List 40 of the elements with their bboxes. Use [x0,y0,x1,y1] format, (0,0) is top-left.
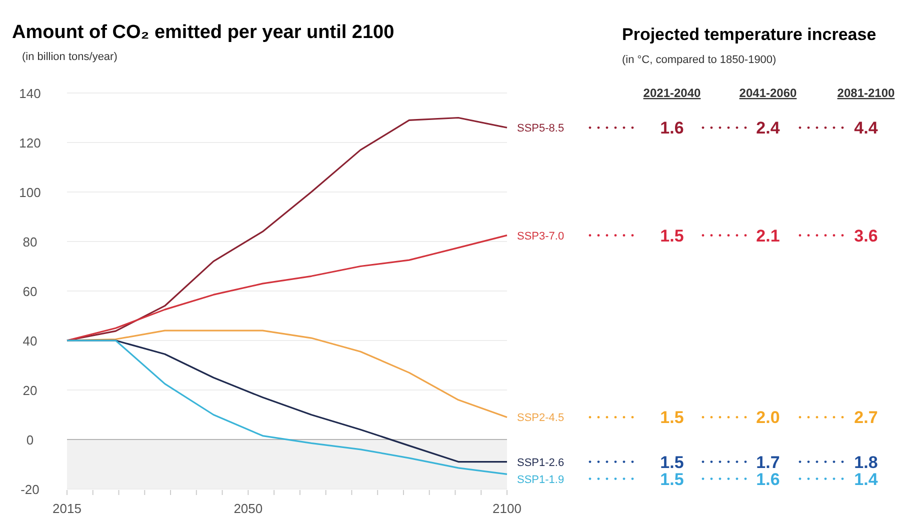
text: 1.4 [854,470,878,489]
y-tick-label: -20 [20,482,40,497]
y-tick-label: 60 [22,284,38,299]
text: 1.6 [756,470,780,489]
text: 2.7 [854,408,878,428]
series-label: SSP5-8.5 [517,122,564,135]
chart-title: Amount of CO₂ emitted per year until 2100 [12,22,394,43]
category-label: 2041-2060 [739,86,798,100]
y-tick-label: 120 [19,136,41,150]
category-label: 2021-2040 [643,86,702,100]
series-label: SSP3-7.0 [517,230,564,242]
y-tick-label: 100 [19,185,41,200]
text: 2.0 [756,408,780,428]
text: 1.5 [660,452,684,472]
text: Projected temperature increase [622,25,876,44]
text: 1.5 [660,408,684,428]
text: 1.6 [660,118,684,138]
chart-subtitle: (in billion tons/year) [22,51,118,63]
text: 3.6 [854,226,878,246]
category-label: 2081-2100 [837,86,896,100]
text: (in °C, compared to 1850-1900) [622,54,776,66]
line-series [66,234,508,342]
x-tick-label: 2015 [52,501,82,516]
x-tick-label: 2100 [492,501,522,516]
x-tick-label: 2050 [234,501,263,516]
y-tick-label: 140 [19,86,41,101]
y-tick-label: 0 [26,432,34,448]
text: 1.5 [660,226,684,246]
series-label: SSP1-2.6 [517,456,564,469]
text: 4.4 [854,118,878,138]
y-tick-label: 40 [22,334,38,348]
y-tick-label: 20 [22,383,38,398]
text: 2.4 [756,118,780,138]
y-tick-label: 80 [22,234,38,250]
series-label: SSP2-4.5 [517,412,564,424]
text: 1.5 [660,470,684,489]
text: 1.7 [756,452,780,472]
series-label: SSP1-1.9 [517,474,564,486]
text: 2.1 [756,226,780,246]
text: 1.8 [854,452,878,472]
